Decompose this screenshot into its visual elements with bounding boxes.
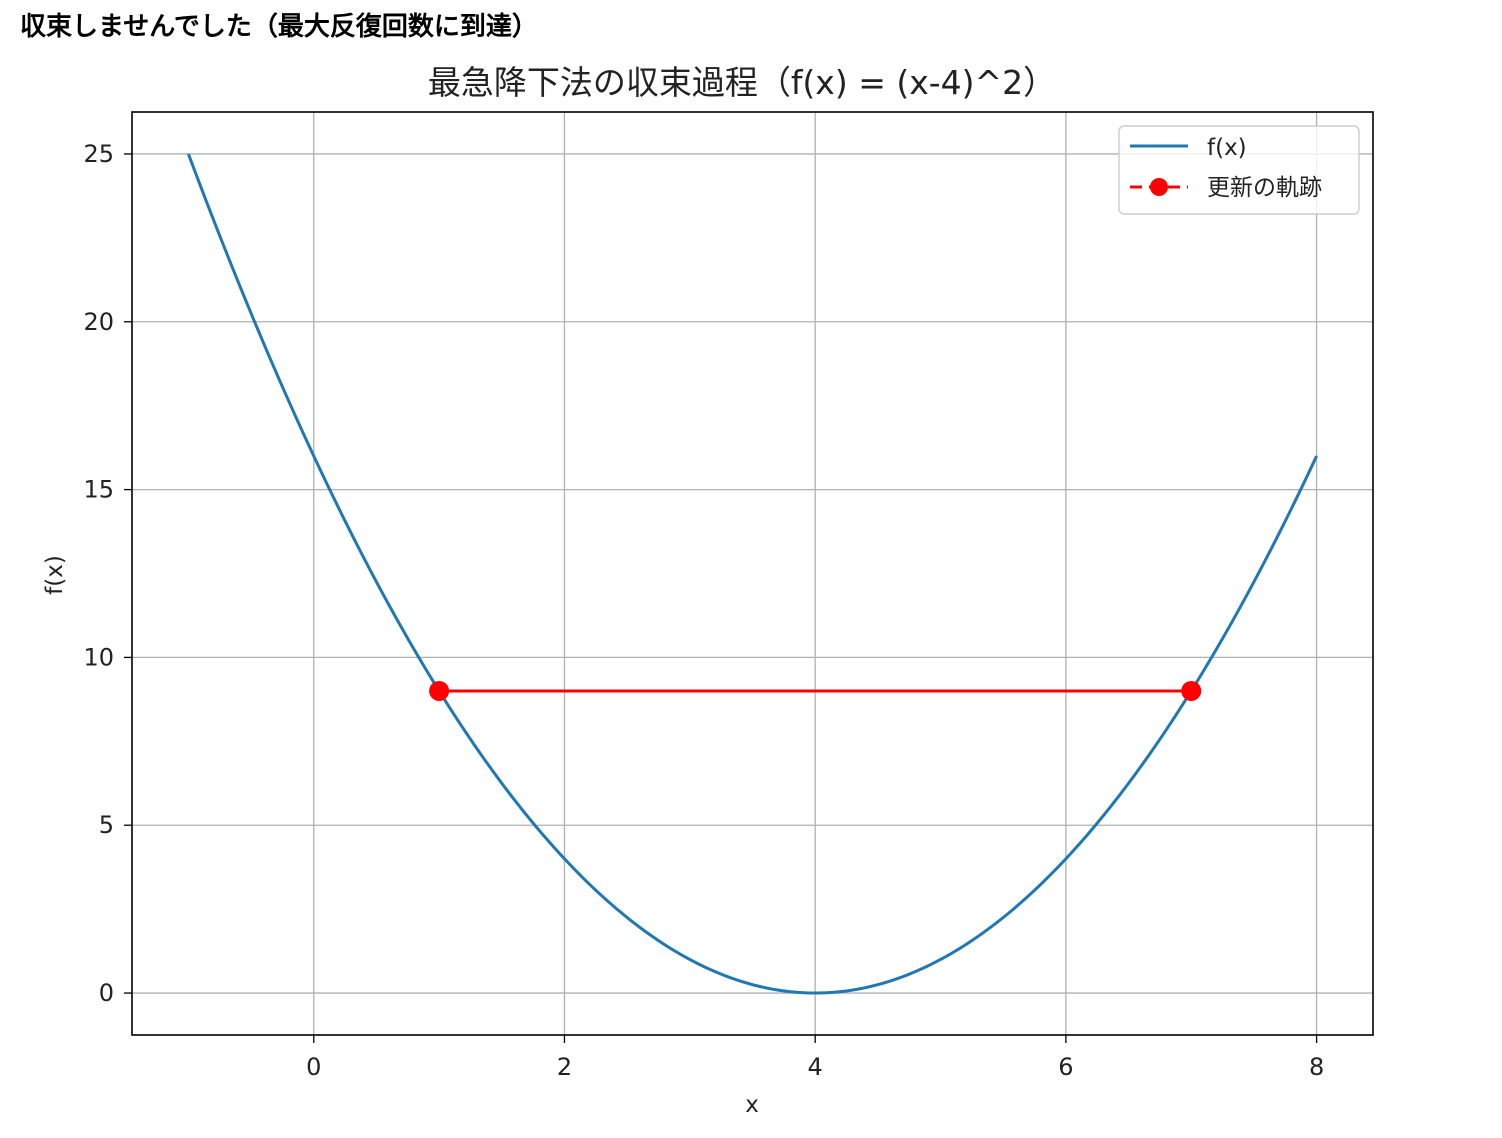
y-tick-label: 0 bbox=[99, 979, 114, 1007]
legend-frame bbox=[1118, 125, 1360, 215]
y-tick-label: 20 bbox=[83, 308, 114, 336]
x-tick-label: 2 bbox=[557, 1053, 572, 1081]
chart-title: 最急降下法の収束過程（f(x) = (x-4)^2） bbox=[428, 63, 1056, 102]
y-tick-label: 25 bbox=[83, 140, 114, 168]
trajectory-point bbox=[429, 680, 450, 701]
status-message: 収束しませんでした（最大反復回数に到達） bbox=[20, 12, 538, 42]
series-fx-line bbox=[187, 153, 1318, 995]
x-tick-label: 6 bbox=[1058, 1053, 1073, 1081]
legend: f(x) 更新の軌跡 bbox=[1118, 125, 1360, 215]
legend-label-trajectory: 更新の軌跡 bbox=[1207, 175, 1322, 201]
plot-frame bbox=[131, 111, 1374, 1036]
ticks: 0 2 4 6 8 0 5 10 15 20 25 bbox=[83, 140, 1324, 1081]
grid bbox=[132, 112, 1373, 1035]
legend-label-fx: f(x) bbox=[1207, 135, 1247, 161]
legend-marker-trajectory bbox=[1150, 178, 1168, 196]
x-tick-label: 0 bbox=[306, 1053, 321, 1081]
x-tick-label: 4 bbox=[808, 1053, 823, 1081]
series-layer bbox=[187, 153, 1318, 995]
y-tick-label: 10 bbox=[83, 643, 114, 671]
y-axis-label: f(x) bbox=[42, 555, 68, 595]
y-tick-label: 5 bbox=[99, 811, 114, 839]
y-tick-label: 15 bbox=[83, 476, 114, 504]
trajectory-point bbox=[1181, 680, 1202, 701]
x-tick-label: 8 bbox=[1309, 1053, 1324, 1081]
x-axis-label: x bbox=[745, 1092, 759, 1118]
